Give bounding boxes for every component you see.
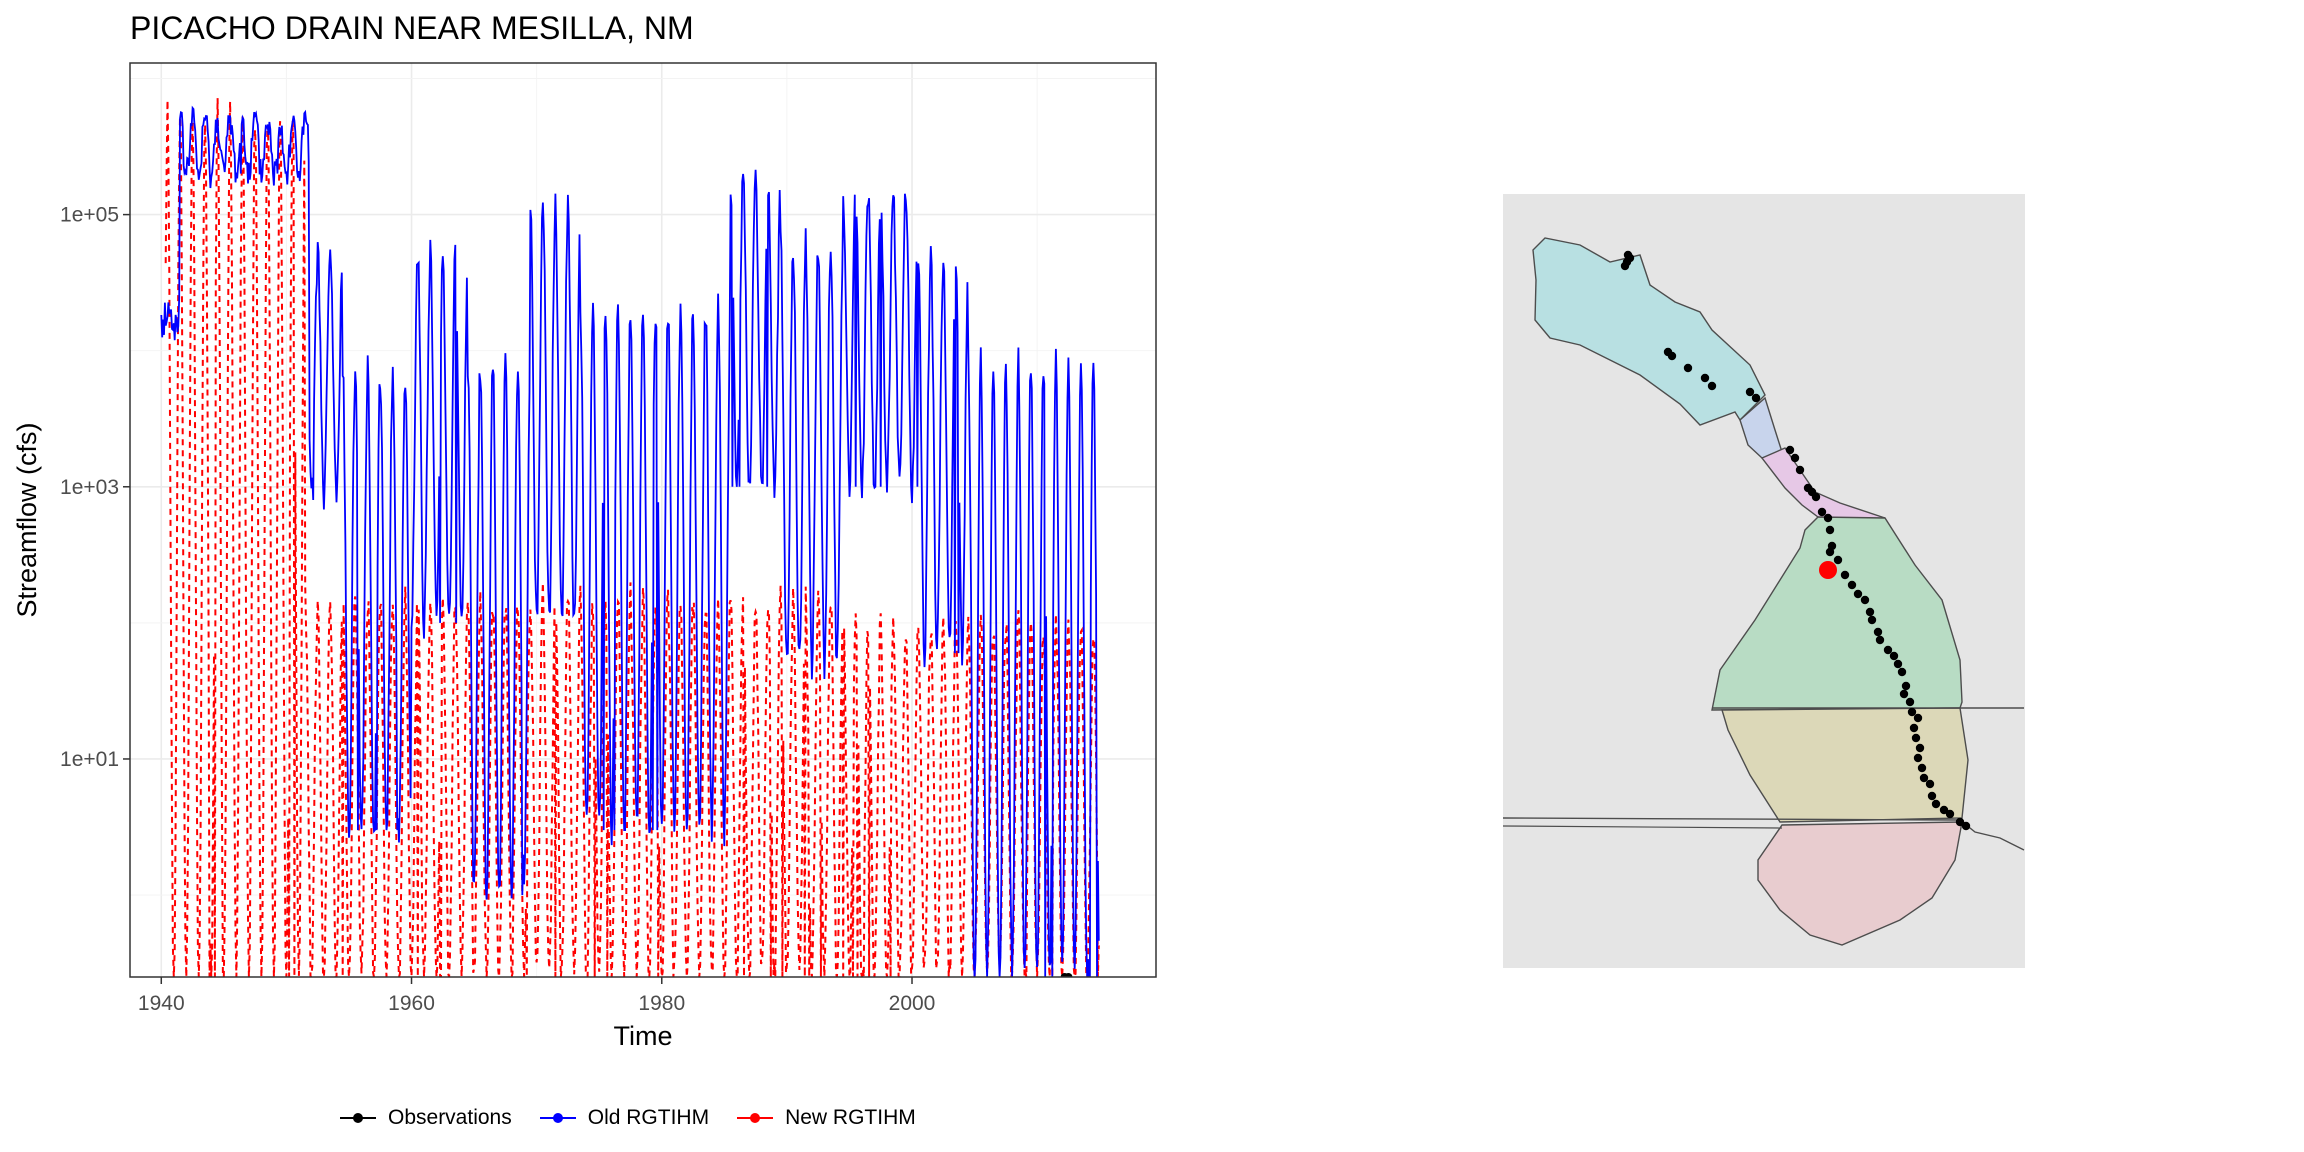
map-point [1909,723,1919,733]
y-axis-label: Streamflow (cfs) [12,422,42,617]
map-point [1893,659,1903,669]
legend-key-new-rgtihm [737,1111,774,1125]
map-point [1873,627,1883,637]
map-point [1901,681,1911,691]
chart-legend: Observations Old RGTIHM New RGTIHM [340,1100,916,1136]
map-point [1667,351,1677,361]
map-point [1840,570,1850,580]
map-point [1917,763,1927,773]
map-point [1955,817,1965,827]
map-point [1823,513,1833,523]
map-point [1865,607,1875,617]
legend-item-new-rgtihm: New RGTIHM [737,1106,916,1130]
map-boundary-lines [1502,707,2025,851]
map-point [1785,445,1795,455]
map-point [1899,689,1909,699]
legend-label: Observations [388,1106,512,1129]
legend-item-observations: Observations [340,1106,512,1130]
map-point [1700,373,1710,383]
map-region [1757,821,1963,946]
chart-title: PICACHO DRAIN NEAR MESILLA, NM [130,10,694,46]
map-point [1867,615,1877,625]
x-tick-label: 2000 [889,992,936,1015]
map-point [1913,753,1923,763]
map-point [1860,595,1870,605]
map-highlight-point [1819,561,1837,579]
map-point [1825,525,1835,535]
map-point [1927,791,1937,801]
map-point [1833,555,1843,565]
y-tick-label: 1e+01 [60,748,119,771]
streamflow-chart: 1940 1960 1980 2000 1e+01 1e+03 1e+05 Time Str… [12,62,1157,1051]
y-tick-label: 1e+03 [60,476,119,499]
axes: 1940 1960 1980 2000 1e+01 1e+03 1e+05 [60,204,935,1015]
legend-key-observations [340,1111,376,1125]
map-gage-points [1620,250,1971,831]
series-old-rgtihm [160,105,1100,977]
map-point [1889,651,1899,661]
legend-label: Old RGTIHM [587,1106,710,1129]
map-point [1847,580,1857,590]
map-point [1620,261,1630,271]
map-point [1911,733,1921,743]
map-point [1795,465,1805,475]
map-point [1905,697,1915,707]
map-point [1790,453,1800,463]
legend-key-old-rgtihm [539,1111,576,1125]
boundary-line [1502,825,1783,829]
map-point [1623,250,1633,260]
x-tick-label: 1960 [388,992,435,1015]
map-point [1817,507,1827,517]
map-point [1825,547,1835,557]
series-lines [160,98,1100,977]
map-point [1707,381,1717,391]
legend-item-old-rgtihm: Old RGTIHM [539,1106,710,1130]
map-point [1925,779,1935,789]
map-point [1919,773,1929,783]
map-point [1853,589,1863,599]
y-tick-label: 1e+05 [60,204,119,227]
map-point [1751,393,1761,403]
map-point [1875,635,1885,645]
map-point [1931,799,1941,809]
x-tick-label: 1980 [638,992,685,1015]
map-point [1897,667,1907,677]
map-point [1961,821,1971,831]
map-point [1683,363,1693,373]
grid-lines [130,63,1156,977]
map-point [1915,743,1925,753]
map-point [1939,805,1949,815]
map-point [1811,492,1821,502]
x-tick-label: 1940 [138,992,185,1015]
map-point [1907,707,1917,717]
map-point [1883,645,1893,655]
map-point [1913,713,1923,723]
map-point [1745,387,1755,397]
legend-label: New RGTIHM [785,1106,916,1129]
map-point [1945,809,1955,819]
observation-point [1064,973,1073,977]
x-axis-label: Time [614,1021,673,1051]
plot-border [129,62,1157,978]
boundary-line [1502,817,2025,851]
